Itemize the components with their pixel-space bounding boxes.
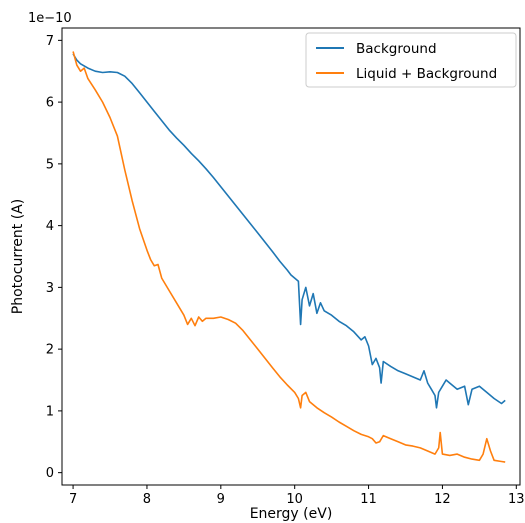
y-tick-label: 7: [46, 34, 54, 49]
series-lines: [72, 51, 506, 463]
y-tick-label: 5: [46, 157, 54, 172]
x-tick-label: 9: [217, 492, 225, 507]
y-axis-ticks: 0 1 2 3 4 5 6 7: [46, 34, 62, 481]
legend-label-0: Background: [356, 41, 437, 57]
y-tick-label: 3: [46, 281, 54, 296]
y-tick-label: 0: [46, 466, 54, 481]
x-tick-label: 10: [286, 492, 303, 507]
y-tick-label: 1: [46, 404, 54, 419]
x-tick-label: 11: [360, 492, 377, 507]
x-axis-ticks: 7 8 9 10 11 12 13: [69, 485, 525, 507]
x-tick-label: 13: [508, 492, 525, 507]
x-axis-label: Energy (eV): [250, 506, 333, 522]
series-line-1: [72, 51, 506, 463]
x-tick-label: 7: [69, 492, 77, 507]
y-axis-offset-text: 1e−10: [28, 11, 72, 26]
x-tick-label: 8: [143, 492, 151, 507]
legend: Background Liquid + Background: [305, 32, 517, 88]
y-tick-label: 6: [46, 96, 54, 111]
x-tick-label: 12: [434, 492, 451, 507]
y-tick-label: 4: [46, 219, 54, 234]
legend-box: [305, 32, 517, 88]
y-tick-label: 2: [46, 343, 54, 358]
axes-frame: [61, 27, 521, 486]
series-line-0: [72, 53, 506, 409]
legend-label-1: Liquid + Background: [356, 66, 497, 82]
y-axis-label: Photocurrent (A): [10, 199, 26, 314]
